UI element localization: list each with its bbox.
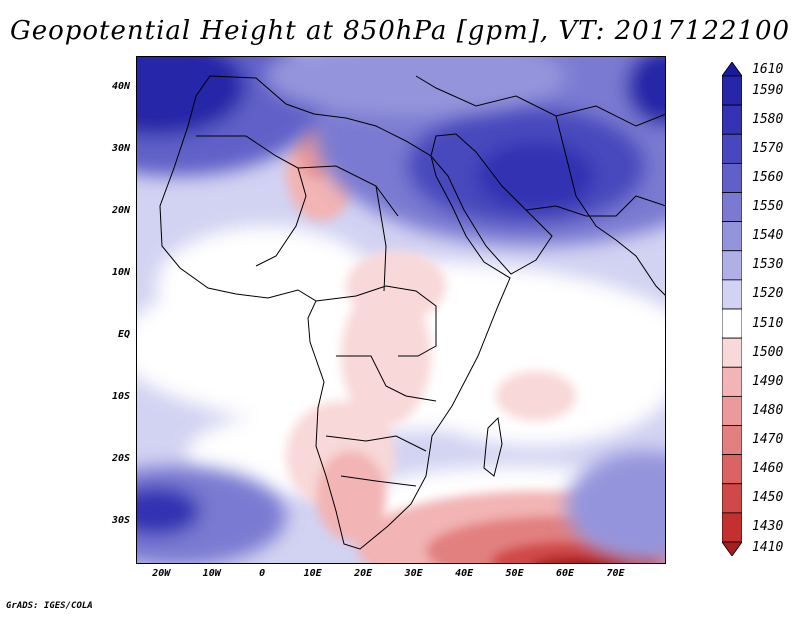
- colorbar-level-label: 1510: [752, 315, 784, 331]
- colorbar-swatch: [722, 425, 742, 456]
- colorbar-level-label: 1480: [752, 402, 784, 418]
- coastlines: [159, 75, 666, 550]
- lat-tick-label: 20S: [111, 452, 130, 464]
- colorbar-swatch: [722, 483, 742, 514]
- field-high-heights: [136, 56, 666, 564]
- lat-tick-label: 10N: [111, 266, 130, 278]
- lat-tick-label: 40N: [111, 80, 130, 92]
- lat-tick-label: 30N: [111, 142, 130, 154]
- colorbar-swatch: [722, 221, 742, 252]
- colorbar-level-label: 1410: [752, 539, 784, 555]
- lon-tick-label: 20W: [152, 568, 171, 579]
- colorbar-swatch: [722, 279, 742, 310]
- colorbar-level-label: 1560: [752, 169, 784, 185]
- colorbar: [722, 62, 742, 556]
- lon-tick-label: 0: [259, 568, 266, 579]
- lat-tick-label: 10S: [111, 390, 130, 402]
- colorbar-swatch: [722, 62, 742, 77]
- map-canvas: [136, 56, 666, 564]
- colorbar-swatch: [722, 512, 742, 543]
- colorbar-level-label: 1540: [752, 228, 784, 244]
- colorbar-swatch: [722, 133, 742, 164]
- colorbar-level-label: 1450: [752, 490, 784, 506]
- colorbar-level-label: 1430: [752, 519, 784, 535]
- colorbar-swatch: [722, 104, 742, 135]
- colorbar-swatch: [722, 541, 742, 556]
- colorbar-level-label: 1580: [752, 111, 784, 127]
- colorbar-swatch: [722, 250, 742, 281]
- colorbar-swatch: [722, 162, 742, 193]
- lon-tick-label: 10E: [303, 568, 322, 579]
- colorbar-swatch: [722, 308, 742, 339]
- lon-tick-label: 20E: [354, 568, 373, 579]
- lon-tick-label: 30E: [404, 568, 423, 579]
- map-frame: [136, 56, 666, 564]
- colorbar-swatch: [722, 75, 742, 106]
- lon-tick-label: 50E: [505, 568, 524, 579]
- chart-title: Geopotential Height at 850hPa [gpm], VT:…: [9, 16, 791, 46]
- colorbar-level-label: 1550: [752, 199, 784, 215]
- lon-tick-label: 70E: [606, 568, 625, 579]
- colorbar-level-label: 1470: [752, 432, 784, 448]
- colorbar-level-label: 1520: [752, 286, 784, 302]
- colorbar-swatch: [722, 192, 742, 223]
- colorbar-level-label: 1610: [752, 62, 784, 78]
- colorbar-swatch: [722, 366, 742, 397]
- colorbar-level-label: 1530: [752, 257, 784, 273]
- colorbar-swatch: [722, 454, 742, 485]
- colorbar-level-label: 1570: [752, 140, 784, 156]
- colorbar-level-label: 1460: [752, 461, 784, 477]
- colorbar-swatch: [722, 337, 742, 368]
- colorbar-level-label: 1590: [752, 82, 784, 98]
- lon-tick-label: 40E: [455, 568, 474, 579]
- colorbar-level-label: 1490: [752, 373, 784, 389]
- lat-tick-label: 30S: [111, 514, 130, 526]
- lon-tick-label: 60E: [556, 568, 575, 579]
- footer-credit: GrADS: IGES/COLA: [6, 601, 93, 611]
- lon-tick-label: 10W: [202, 568, 221, 579]
- map-panel: [136, 56, 666, 564]
- colorbar-swatch: [722, 395, 742, 426]
- lat-tick-label: 20N: [111, 204, 130, 216]
- lat-tick-label: EQ: [117, 328, 130, 340]
- colorbar-level-label: 1500: [752, 344, 784, 360]
